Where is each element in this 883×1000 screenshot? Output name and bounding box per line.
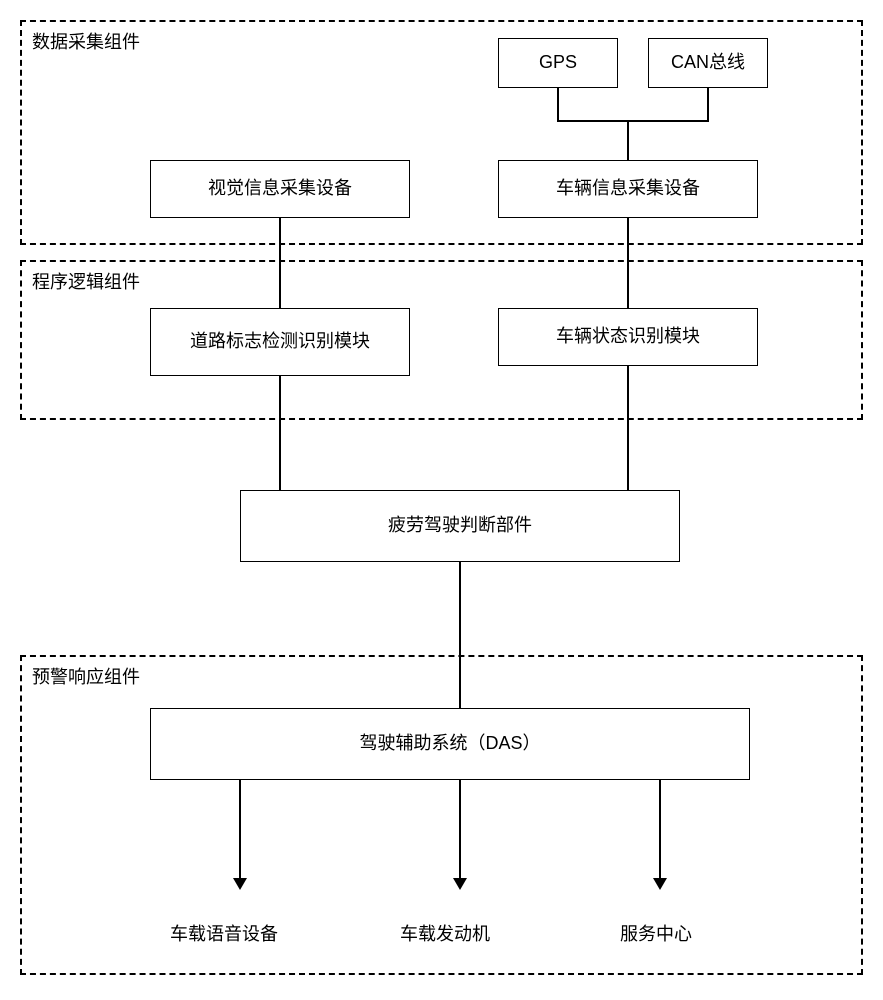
box-road-sign: 道路标志检测识别模块 [150, 308, 410, 376]
line-join-vehicle-dev [627, 120, 629, 160]
line-fatigue-das [459, 562, 461, 708]
line-roadsign-fatigue [279, 376, 281, 490]
line-gps-down [557, 88, 559, 120]
box-gps-text: GPS [539, 51, 577, 74]
arrow-voice [233, 878, 247, 890]
line-can-down [707, 88, 709, 120]
box-can: CAN总线 [648, 38, 768, 88]
output-voice: 车载语音设备 [170, 920, 278, 946]
group-label-logic: 程序逻辑组件 [32, 268, 140, 294]
box-can-text: CAN总线 [671, 51, 745, 74]
box-gps: GPS [498, 38, 618, 88]
box-road-sign-text: 道路标志检测识别模块 [190, 330, 370, 353]
output-service: 服务中心 [620, 920, 692, 946]
line-visual-roadsign [279, 218, 281, 308]
box-vehicle-state: 车辆状态识别模块 [498, 308, 758, 366]
box-vehicle-dev-text: 车辆信息采集设备 [556, 177, 700, 200]
group-label-alert: 预警响应组件 [32, 663, 140, 689]
box-vehicle-state-text: 车辆状态识别模块 [556, 325, 700, 348]
box-vehicle-dev: 车辆信息采集设备 [498, 160, 758, 218]
line-das-engine [459, 780, 461, 880]
diagram-container: 数据采集组件 程序逻辑组件 预警响应组件 GPS CAN总线 视觉信息采集设备 … [20, 20, 863, 980]
output-engine: 车载发动机 [400, 920, 490, 946]
box-visual-dev: 视觉信息采集设备 [150, 160, 410, 218]
arrow-service [653, 878, 667, 890]
line-gps-can-join [557, 120, 709, 122]
box-fatigue: 疲劳驾驶判断部件 [240, 490, 680, 562]
line-state-fatigue [627, 366, 629, 490]
box-fatigue-text: 疲劳驾驶判断部件 [388, 514, 532, 537]
line-das-service [659, 780, 661, 880]
line-vehicle-state [627, 218, 629, 308]
arrow-engine [453, 878, 467, 890]
box-das: 驾驶辅助系统（DAS） [150, 708, 750, 780]
box-das-text: 驾驶辅助系统（DAS） [359, 732, 540, 755]
line-das-voice [239, 780, 241, 880]
box-visual-dev-text: 视觉信息采集设备 [208, 177, 352, 200]
group-label-data-collection: 数据采集组件 [32, 28, 140, 54]
